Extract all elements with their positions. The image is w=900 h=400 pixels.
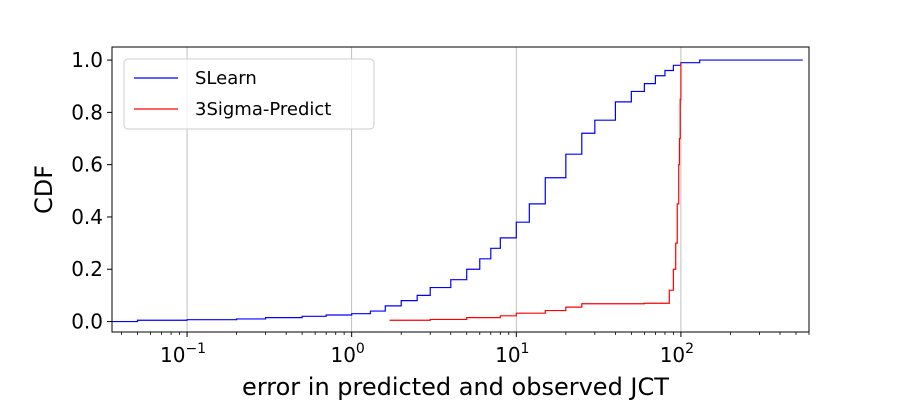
series-line-slearn xyxy=(112,59,803,323)
y-tick-label: 0.6 xyxy=(71,153,103,177)
legend-box xyxy=(123,58,375,130)
series-line-3sigma-predict xyxy=(389,62,682,321)
x-tick-label: 100 xyxy=(330,341,364,367)
legend-label-3sigma-predict: 3Sigma-Predict xyxy=(195,99,331,120)
x-tick-label: 102 xyxy=(660,341,694,367)
y-tick-label: 0.0 xyxy=(71,310,103,334)
x-tick-label: 10−1 xyxy=(160,341,206,367)
x-tick-label: 101 xyxy=(495,341,529,367)
y-tick-label: 0.8 xyxy=(71,100,103,124)
x-axis-label: error in predicted and observed JCT xyxy=(242,373,669,400)
legend: SLearn 3Sigma-Predict xyxy=(123,58,375,130)
series-lines xyxy=(112,59,803,323)
y-tick-label: 0.4 xyxy=(71,205,103,229)
axis-ticks: 10−1 100 101 102 0.0 0.2 0.4 0.6 0.8 1.0 xyxy=(71,48,810,367)
y-axis-label: CDF xyxy=(30,165,58,214)
y-tick-label: 0.2 xyxy=(71,257,103,281)
plot-frame xyxy=(111,46,810,333)
legend-label-slearn: SLearn xyxy=(195,68,257,89)
y-tick-label: 1.0 xyxy=(71,48,103,72)
